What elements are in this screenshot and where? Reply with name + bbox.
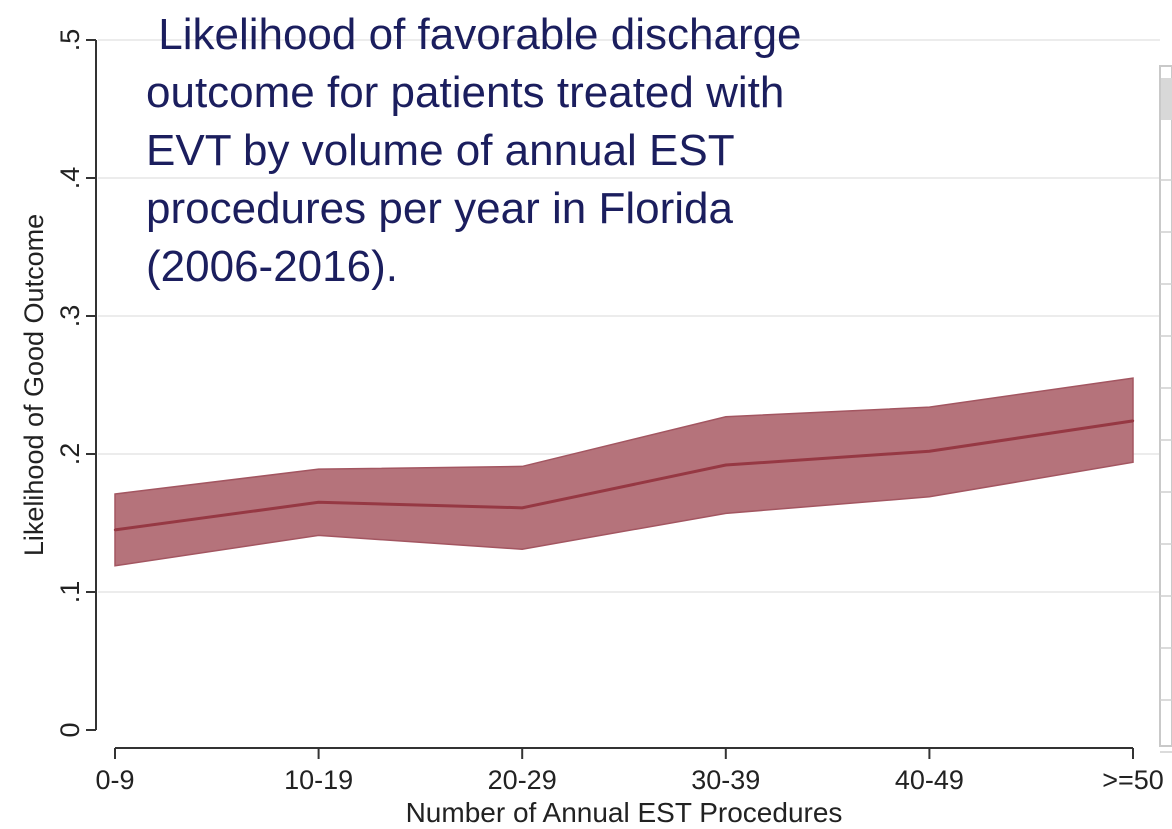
- confidence-band-0: [114, 377, 1134, 567]
- adjacent-panel-edge: [1159, 65, 1172, 747]
- title-line-4: procedures per year in Florida: [146, 184, 733, 233]
- x-tick-label-4: 40-49: [895, 765, 964, 795]
- y-tick-label-5: .5: [55, 29, 85, 52]
- data-point-0-5: [1131, 419, 1135, 423]
- data-point-0-0: [113, 528, 117, 532]
- y-tick-label-0: 0: [55, 722, 85, 737]
- x-axis-label: Number of Annual EST Procedures: [406, 797, 843, 828]
- title-line-1: Likelihood of favorable discharge: [146, 10, 802, 59]
- title-line-5: (2006-2016).: [146, 242, 398, 291]
- x-tick-label-3: 30-39: [691, 765, 760, 795]
- y-tick-label-4: .4: [55, 167, 85, 190]
- y-tick-label-1: .1: [55, 581, 85, 604]
- data-point-0-4: [928, 450, 931, 453]
- title-line-2: outcome for patients treated with: [146, 68, 785, 117]
- series-line-0: [114, 419, 1134, 532]
- data-point-0-3: [724, 463, 727, 467]
- y-tick-label-3: .3: [55, 305, 85, 328]
- x-tick-label-1: 10-19: [284, 765, 353, 795]
- adjacent-panel-header: [1161, 78, 1172, 120]
- y-axis-label: Likelihood of Good Outcome: [19, 214, 49, 556]
- data-point-0-1: [317, 501, 320, 504]
- x-tick-label-0: 0-9: [95, 765, 134, 795]
- chart-title: Likelihood of favorable discharge outcom…: [146, 6, 976, 296]
- x-tick-label-5: >=50: [1102, 765, 1164, 795]
- y-tick-label-2: .2: [55, 443, 85, 466]
- title-line-3: EVT by volume of annual EST: [146, 126, 735, 175]
- x-tick-label-2: 20-29: [488, 765, 557, 795]
- data-point-0-2: [521, 506, 524, 510]
